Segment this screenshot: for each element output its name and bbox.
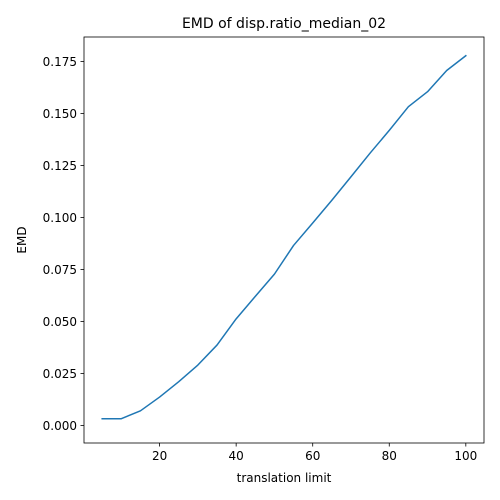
y-tick-label: 0.000 (43, 419, 77, 433)
x-tick-label: 80 (382, 449, 397, 463)
x-tick-label: 40 (229, 449, 244, 463)
x-axis-label: translation limit (237, 471, 332, 485)
y-axis-label: EMD (15, 226, 29, 253)
y-tick-label: 0.050 (43, 315, 77, 329)
y-tick-label: 0.125 (43, 159, 77, 173)
plot-area (101, 54, 467, 420)
x-tick-label: 60 (305, 449, 320, 463)
x-axis-ticks: 20 40 60 80 100 (152, 443, 477, 463)
y-tick-label: 0.100 (43, 211, 77, 225)
y-tick-label: 0.025 (43, 367, 77, 381)
x-tick-label: 20 (152, 449, 167, 463)
y-tick-label: 0.075 (43, 263, 77, 277)
y-axis-ticks: 0.000 0.025 0.050 0.075 0.100 0.125 0.150 0.175 (43, 55, 84, 433)
plot-frame (83, 36, 485, 444)
y-tick-label: 0.150 (43, 107, 77, 121)
chart-title: EMD of disp.ratio_median_02 (182, 16, 386, 32)
series-line-0 (101, 54, 467, 420)
x-tick-label: 100 (454, 449, 477, 463)
y-tick-label: 0.175 (43, 55, 77, 69)
